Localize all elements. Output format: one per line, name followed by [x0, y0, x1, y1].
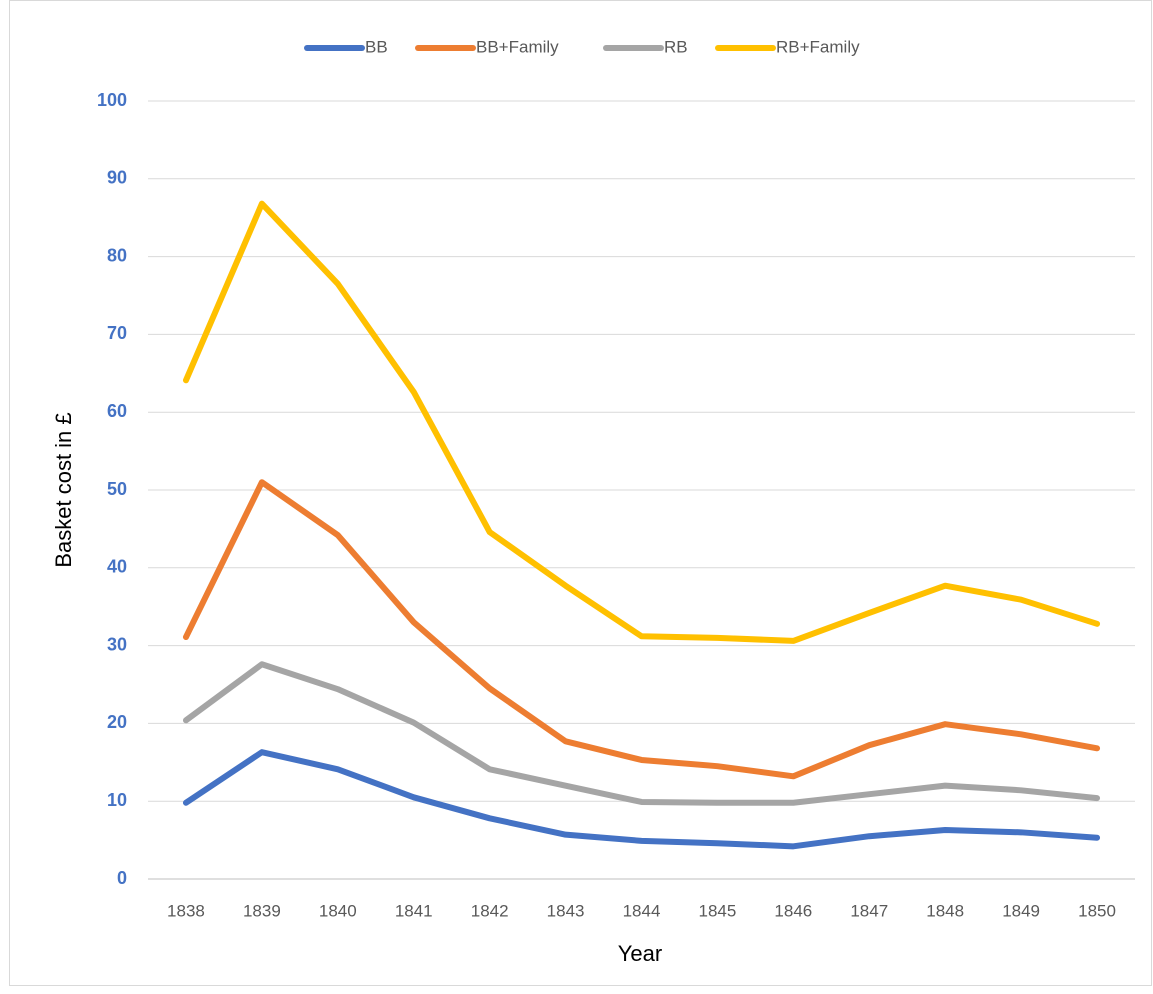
- y-tick-label: 0: [117, 868, 127, 888]
- y-tick-label: 90: [107, 168, 127, 188]
- x-tick-label: 1844: [623, 901, 661, 920]
- legend-label: RB: [664, 37, 688, 56]
- x-tick-label: 1838: [167, 901, 205, 920]
- x-tick-label: 1847: [850, 901, 888, 920]
- y-tick-label: 10: [107, 790, 127, 810]
- y-tick-label: 80: [107, 245, 127, 265]
- y-tick-label: 70: [107, 323, 127, 343]
- y-tick-label: 40: [107, 557, 127, 577]
- x-tick-label: 1841: [395, 901, 433, 920]
- x-tick-label: 1846: [774, 901, 812, 920]
- y-axis-title: Basket cost in £: [51, 412, 76, 567]
- line-series: [182, 200, 1101, 644]
- y-tick-label: 20: [107, 712, 127, 732]
- y-tick-label: 30: [107, 634, 127, 654]
- x-tick-label: 1843: [547, 901, 585, 920]
- x-axis-title: Year: [618, 941, 662, 966]
- legend-label: BB: [365, 37, 388, 56]
- x-tick-label: 1845: [699, 901, 737, 920]
- x-tick-label: 1849: [1002, 901, 1040, 920]
- y-tick-label: 60: [107, 401, 127, 421]
- line-series: [182, 749, 1101, 850]
- y-tick-label: 50: [107, 479, 127, 499]
- legend-label: BB+Family: [476, 37, 559, 56]
- legend-label: RB+Family: [776, 37, 860, 56]
- x-tick-label: 1842: [471, 901, 509, 920]
- line-series: [182, 479, 1101, 780]
- x-tick-label: 1848: [926, 901, 964, 920]
- x-tick-label: 1839: [243, 901, 281, 920]
- y-tick-label: 100: [97, 90, 127, 110]
- line-series: [182, 661, 1101, 806]
- x-tick-label: 1840: [319, 901, 357, 920]
- chart-border: [9, 0, 1152, 986]
- x-tick-label: 1850: [1078, 901, 1116, 920]
